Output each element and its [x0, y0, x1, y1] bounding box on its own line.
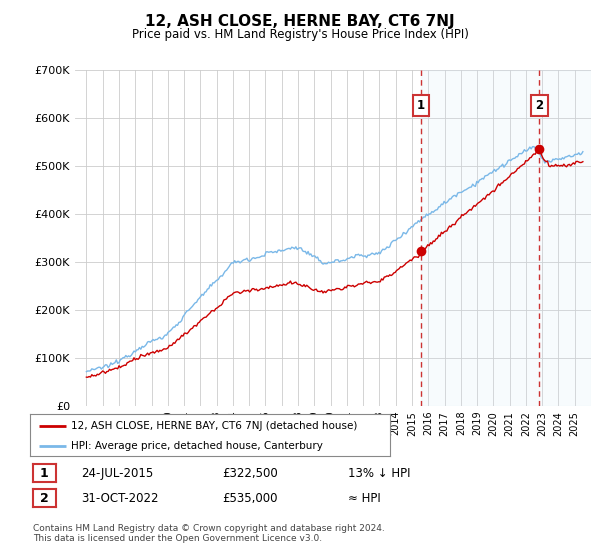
Text: 1: 1	[417, 99, 425, 112]
Text: ≈ HPI: ≈ HPI	[348, 492, 381, 505]
Text: 1: 1	[40, 466, 49, 480]
Text: £535,000: £535,000	[222, 492, 277, 505]
Text: 12, ASH CLOSE, HERNE BAY, CT6 7NJ: 12, ASH CLOSE, HERNE BAY, CT6 7NJ	[145, 14, 455, 29]
Text: 12, ASH CLOSE, HERNE BAY, CT6 7NJ (detached house): 12, ASH CLOSE, HERNE BAY, CT6 7NJ (detac…	[71, 421, 358, 431]
Text: £322,500: £322,500	[222, 466, 278, 480]
Bar	[421, 70, 591, 406]
Text: 2: 2	[40, 492, 49, 505]
Text: 24-JUL-2015: 24-JUL-2015	[81, 466, 153, 480]
Text: 2: 2	[535, 99, 544, 112]
Text: 31-OCT-2022: 31-OCT-2022	[81, 492, 158, 505]
Text: Contains HM Land Registry data © Crown copyright and database right 2024.
This d: Contains HM Land Registry data © Crown c…	[33, 524, 385, 543]
Text: HPI: Average price, detached house, Canterbury: HPI: Average price, detached house, Cant…	[71, 441, 323, 451]
Text: Price paid vs. HM Land Registry's House Price Index (HPI): Price paid vs. HM Land Registry's House …	[131, 28, 469, 41]
Text: 13% ↓ HPI: 13% ↓ HPI	[348, 466, 410, 480]
